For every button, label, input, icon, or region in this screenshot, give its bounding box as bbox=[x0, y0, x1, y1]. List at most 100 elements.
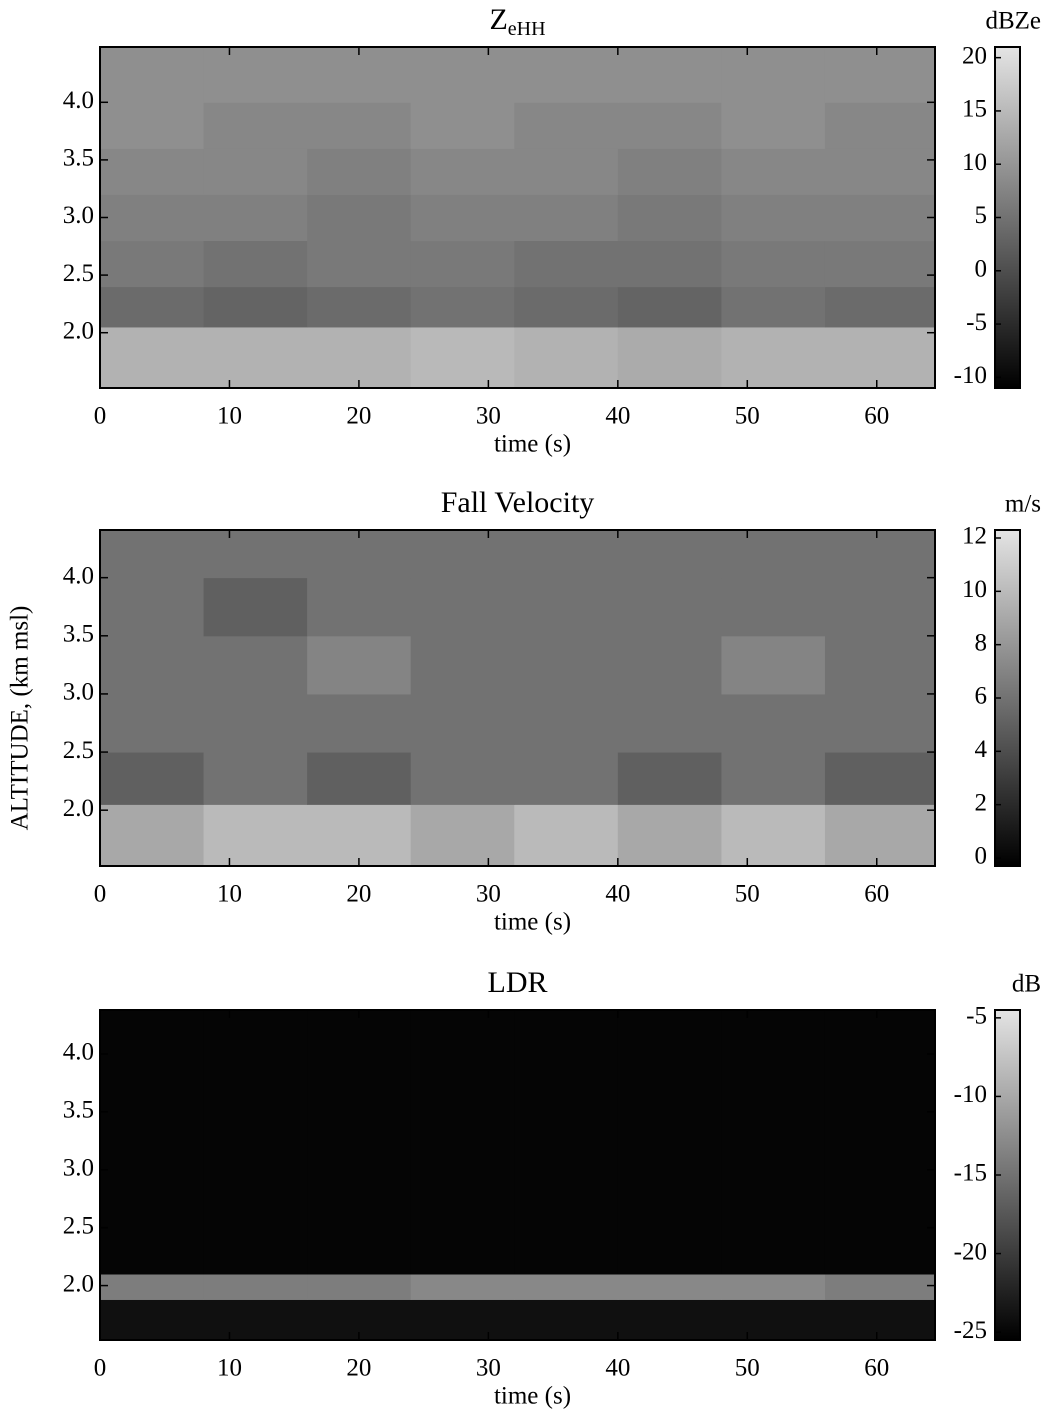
x-tick-label: 60 bbox=[864, 881, 889, 908]
title-text: Z bbox=[489, 3, 507, 36]
heatmap-cell bbox=[514, 635, 619, 695]
colorbar-tick-label: 20 bbox=[962, 42, 987, 69]
heatmap-cell bbox=[410, 804, 515, 867]
heatmap-cell bbox=[721, 1010, 826, 1275]
heatmap-cell bbox=[307, 635, 412, 695]
colorbar-tick-label: 6 bbox=[975, 683, 988, 710]
y-tick-label: 3.0 bbox=[63, 1155, 94, 1182]
heatmap-cell bbox=[203, 1010, 308, 1275]
heatmap-cell bbox=[203, 693, 308, 753]
heatmap-cell bbox=[514, 47, 619, 103]
heatmap-cell bbox=[617, 194, 722, 242]
y-tick-label: 2.5 bbox=[63, 260, 94, 287]
heatmap-cell bbox=[721, 1274, 826, 1300]
heatmap-cell bbox=[617, 804, 722, 867]
colorbar bbox=[994, 46, 1021, 389]
heatmap-cell bbox=[514, 286, 619, 328]
y-tick-label: 2.0 bbox=[63, 795, 94, 822]
x-tick-label: 40 bbox=[605, 1355, 630, 1382]
heatmap-cell bbox=[721, 47, 826, 103]
heatmap-cell bbox=[721, 693, 826, 753]
x-tick-label: 40 bbox=[605, 881, 630, 908]
heatmap-cell bbox=[410, 635, 515, 695]
heatmap-cell bbox=[410, 577, 515, 637]
heatmap-cell bbox=[307, 577, 412, 637]
heatmap-cell bbox=[824, 577, 936, 637]
heatmap-cell bbox=[514, 530, 619, 579]
colorbar-tick-label: 2 bbox=[975, 789, 988, 816]
heatmap-cell bbox=[203, 102, 308, 149]
y-tick-label: 4.0 bbox=[63, 1039, 94, 1066]
y-tick-label: 4.0 bbox=[63, 562, 94, 589]
heatmap-cell bbox=[824, 194, 936, 242]
title-subscript: eHH bbox=[508, 18, 546, 40]
heatmap-cell bbox=[410, 47, 515, 103]
heatmap-cell bbox=[721, 1299, 826, 1341]
heatmap-cell bbox=[410, 1299, 515, 1341]
heatmap-cell bbox=[824, 102, 936, 149]
heatmap-cell bbox=[203, 194, 308, 242]
heatmap-cell bbox=[514, 804, 619, 867]
heatmap-cell bbox=[514, 752, 619, 805]
colorbar-label: m/s bbox=[1005, 491, 1041, 518]
heatmap-cell bbox=[100, 752, 205, 805]
x-tick-label: 50 bbox=[735, 403, 760, 430]
heatmap-cell bbox=[100, 326, 205, 389]
heatmap-cell bbox=[410, 1274, 515, 1300]
heatmap-cell bbox=[514, 1274, 619, 1300]
heatmap-cell bbox=[721, 577, 826, 637]
heatmap-cell bbox=[514, 102, 619, 149]
heatmap-cell bbox=[824, 752, 936, 805]
heatmap-cell bbox=[824, 530, 936, 579]
colorbar-tick-label: 8 bbox=[975, 629, 988, 656]
y-axis-label: ALTITUDE, (km msl) bbox=[7, 606, 34, 831]
x-tick-label: 10 bbox=[217, 881, 242, 908]
heatmap-cell bbox=[721, 752, 826, 805]
heatmap-cell bbox=[410, 194, 515, 242]
y-tick-label: 3.5 bbox=[63, 621, 94, 648]
heatmap-cell bbox=[617, 47, 722, 103]
heatmap-cell bbox=[307, 1274, 412, 1300]
heatmap-cell bbox=[617, 1274, 722, 1300]
heatmap-cell bbox=[721, 326, 826, 389]
x-axis-label: time (s) bbox=[494, 431, 571, 458]
heatmap-cell bbox=[100, 530, 205, 579]
heatmap-cell bbox=[307, 530, 412, 579]
heatmap-cell bbox=[617, 286, 722, 328]
x-tick-label: 20 bbox=[346, 1355, 371, 1382]
title-text: Fall Velocity bbox=[441, 486, 595, 519]
heatmap-cell bbox=[410, 326, 515, 389]
heatmap-cell bbox=[824, 1010, 936, 1275]
heatmap-cell bbox=[721, 148, 826, 195]
heatmap-cell bbox=[824, 326, 936, 389]
heatmap-cell bbox=[203, 635, 308, 695]
heatmap-cell bbox=[410, 148, 515, 195]
x-tick-label: 20 bbox=[346, 403, 371, 430]
colorbar-tick-label: -15 bbox=[954, 1160, 987, 1187]
heatmap-cell bbox=[203, 752, 308, 805]
colorbar-tick-label: 10 bbox=[962, 149, 987, 176]
panel-title: LDR bbox=[488, 966, 548, 999]
heatmap-cell bbox=[824, 47, 936, 103]
heatmap-cell bbox=[824, 286, 936, 328]
heatmap-cell bbox=[410, 530, 515, 579]
x-tick-label: 10 bbox=[217, 1355, 242, 1382]
colorbar-tick-label: 5 bbox=[975, 202, 988, 229]
heatmap-cell bbox=[617, 693, 722, 753]
x-tick-label: 30 bbox=[476, 1355, 501, 1382]
x-tick-label: 30 bbox=[476, 881, 501, 908]
heatmap-cell bbox=[203, 530, 308, 579]
heatmap-cell bbox=[203, 240, 308, 288]
heatmap-cell bbox=[410, 286, 515, 328]
heatmap-cell bbox=[410, 240, 515, 288]
y-tick-label: 3.0 bbox=[63, 679, 94, 706]
colorbar-tick-label: 0 bbox=[975, 843, 988, 870]
x-tick-label: 0 bbox=[94, 403, 107, 430]
x-tick-label: 30 bbox=[476, 403, 501, 430]
heatmap-cell bbox=[307, 286, 412, 328]
y-tick-label: 3.5 bbox=[63, 1097, 94, 1124]
heatmap-cell bbox=[203, 577, 308, 637]
heatmap-cell bbox=[824, 1274, 936, 1300]
heatmap-cell bbox=[307, 752, 412, 805]
heatmap-cell bbox=[617, 148, 722, 195]
